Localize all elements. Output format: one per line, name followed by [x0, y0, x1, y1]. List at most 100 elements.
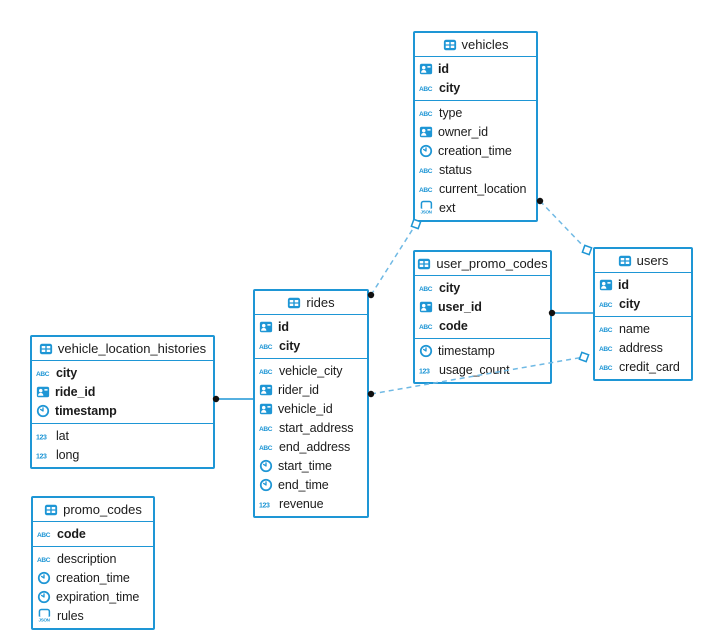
svg-text:123: 123: [36, 434, 47, 441]
relationship-line-rides-to-vehicles: [370, 223, 417, 296]
table-name: vehicle_location_histories: [57, 341, 207, 356]
number-123-icon: 123: [419, 364, 434, 376]
columns-section: ABC description creation_time expiration_ti…: [33, 547, 153, 628]
column-row-ride_id: ride_id: [32, 382, 213, 401]
json-icon: JSON: [37, 608, 52, 623]
id-badge-icon: [259, 402, 273, 416]
column-row-rules: JSON rules: [33, 606, 153, 625]
svg-text:ABC: ABC: [599, 364, 613, 371]
column-name: name: [619, 321, 650, 336]
string-abc-icon: ABC: [37, 528, 52, 540]
clock-icon: [259, 459, 273, 473]
string-abc-icon: ABC: [599, 342, 614, 354]
table-users[interactable]: users id ABC city ABC name ABC address ABC credit…: [593, 247, 693, 381]
table-header: user_promo_codes: [415, 252, 550, 276]
column-row-long: 123 long: [32, 445, 213, 464]
column-name: city: [279, 338, 301, 353]
column-row-ext: JSON ext: [415, 198, 536, 217]
column-row-id: id: [595, 275, 691, 294]
table-name: promo_codes: [63, 502, 142, 517]
relationship-line-vehicles-to-users: [539, 200, 588, 251]
column-name: user_id: [438, 299, 482, 314]
table-name: rides: [306, 295, 335, 310]
string-abc-icon: ABC: [419, 282, 434, 294]
column-name: rules: [57, 608, 84, 623]
column-row-lat: 123 lat: [32, 426, 213, 445]
table-promo_codes[interactable]: promo_codes ABC code ABC description creation…: [31, 496, 155, 630]
column-row-end_address: ABC end_address: [255, 437, 367, 456]
column-row-user_id: user_id: [415, 297, 550, 316]
table-name: users: [636, 253, 669, 268]
column-row-city: ABC city: [255, 336, 367, 355]
table-icon: [287, 296, 301, 310]
svg-text:ABC: ABC: [259, 343, 273, 350]
clock-icon: [36, 404, 50, 418]
clock-icon: [37, 571, 51, 585]
column-name: city: [439, 80, 461, 95]
column-row-start_time: start_time: [255, 456, 367, 475]
table-header: rides: [255, 291, 367, 315]
table-header: vehicle_location_histories: [32, 337, 213, 361]
svg-text:ABC: ABC: [419, 323, 433, 330]
svg-text:JSON: JSON: [421, 210, 432, 215]
table-header: promo_codes: [33, 498, 153, 522]
svg-text:ABC: ABC: [419, 285, 433, 292]
column-name: vehicle_id: [278, 401, 333, 416]
column-name: city: [439, 280, 461, 295]
table-name: user_promo_codes: [436, 256, 548, 271]
primary-key-section: ABC city ride_id timestamp: [32, 361, 213, 424]
string-abc-icon: ABC: [419, 82, 434, 94]
column-name: start_time: [278, 458, 332, 473]
column-row-city: ABC city: [32, 363, 213, 382]
svg-text:ABC: ABC: [259, 368, 273, 375]
svg-text:ABC: ABC: [419, 110, 433, 117]
column-row-type: ABC type: [415, 103, 536, 122]
table-rides[interactable]: rides id ABC city ABC vehicle_city rider_id veh…: [253, 289, 369, 518]
column-name: status: [439, 162, 472, 177]
svg-text:JSON: JSON: [39, 618, 50, 623]
string-abc-icon: ABC: [599, 298, 614, 310]
id-badge-icon: [259, 320, 273, 334]
column-name: end_time: [278, 477, 329, 492]
column-row-code: ABC code: [33, 524, 153, 543]
svg-text:ABC: ABC: [37, 531, 51, 538]
string-abc-icon: ABC: [599, 361, 614, 373]
column-name: timestamp: [438, 343, 495, 358]
column-row-vehicle_id: vehicle_id: [255, 399, 367, 418]
primary-key-section: ABC city user_id ABC code: [415, 276, 550, 339]
clock-icon: [419, 144, 433, 158]
column-row-timestamp: timestamp: [415, 341, 550, 360]
clock-icon: [37, 590, 51, 604]
column-row-creation_time: creation_time: [33, 568, 153, 587]
svg-text:123: 123: [419, 368, 430, 375]
string-abc-icon: ABC: [36, 367, 51, 379]
id-badge-icon: [419, 125, 433, 139]
id-badge-icon: [419, 300, 433, 314]
id-badge-icon: [259, 383, 273, 397]
column-name: address: [619, 340, 663, 355]
table-vehicles[interactable]: vehicles id ABC city ABC type owner_id creation…: [413, 31, 538, 222]
column-row-owner_id: owner_id: [415, 122, 536, 141]
table-user_promo_codes[interactable]: user_promo_codes ABC city user_id ABC code tim…: [413, 250, 552, 384]
column-row-revenue: 123 revenue: [255, 494, 367, 513]
table-vehicle_location_histories[interactable]: vehicle_location_histories ABC city ride_id…: [30, 335, 215, 469]
columns-section: 123 lat 123 long: [32, 424, 213, 467]
column-name: city: [56, 365, 78, 380]
id-badge-icon: [36, 385, 50, 399]
column-name: description: [57, 551, 117, 566]
columns-section: timestamp 123 usage_count: [415, 339, 550, 382]
string-abc-icon: ABC: [419, 320, 434, 332]
column-name: timestamp: [55, 403, 117, 418]
column-name: start_address: [279, 420, 354, 435]
primary-key-section: ABC code: [33, 522, 153, 547]
column-row-city: ABC city: [415, 278, 550, 297]
column-row-creation_time: creation_time: [415, 141, 536, 160]
column-row-expiration_time: expiration_time: [33, 587, 153, 606]
column-name: expiration_time: [56, 589, 140, 604]
column-name: owner_id: [438, 124, 488, 139]
svg-text:ABC: ABC: [599, 345, 613, 352]
primary-key-section: id ABC city: [415, 57, 536, 101]
columns-section: ABC vehicle_city rider_id vehicle_id ABC star…: [255, 359, 367, 516]
column-row-city: ABC city: [595, 294, 691, 313]
